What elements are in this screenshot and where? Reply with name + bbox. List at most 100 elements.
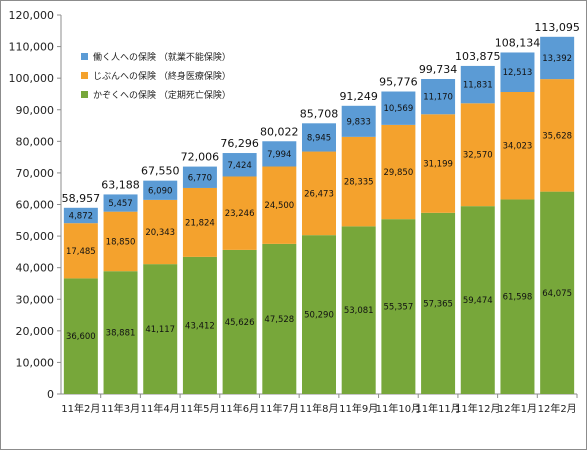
total-value-label: 103,875 <box>455 50 501 63</box>
segment-value-label: 5,457 <box>108 199 132 209</box>
y-tick-label: 40,000 <box>16 262 55 275</box>
bar-segment <box>540 79 575 192</box>
bar-segment <box>421 114 456 213</box>
segment-value-label: 9,833 <box>347 117 371 127</box>
segment-value-label: 8,945 <box>307 133 331 143</box>
segment-value-label: 20,343 <box>145 228 175 238</box>
bar-segment <box>421 79 456 115</box>
bar-segment <box>262 141 297 167</box>
total-value-label: 108,134 <box>495 36 541 49</box>
segment-value-label: 61,598 <box>503 293 533 303</box>
bar-segment <box>182 256 217 394</box>
bar-segment <box>460 206 495 394</box>
total-value-label: 99,734 <box>419 63 458 76</box>
bar-segment <box>63 207 98 224</box>
total-value-label: 72,006 <box>181 151 220 164</box>
bars <box>63 36 575 394</box>
segment-value-label: 17,485 <box>66 247 96 257</box>
segment-value-label: 21,824 <box>185 218 215 228</box>
data-labels: 36,600 17,485 4,872 58,957 38,881 18,850 5,457… <box>62 21 580 342</box>
total-value-label: 91,249 <box>339 90 378 103</box>
y-tick-label: 30,000 <box>16 293 55 306</box>
x-category-label: 12年1月 <box>498 402 537 415</box>
x-category-label: 11年12月 <box>455 402 500 415</box>
bar-segment <box>500 91 535 200</box>
segment-value-label: 47,528 <box>264 315 294 325</box>
segment-value-label: 4,872 <box>69 211 93 221</box>
segment-value-label: 12,513 <box>503 68 533 78</box>
segment-value-label: 7,424 <box>227 161 251 171</box>
bar-segment <box>302 123 336 152</box>
y-tick-label: 70,000 <box>16 167 55 180</box>
bar-segment <box>63 278 98 394</box>
bar-segment <box>302 151 336 236</box>
y-tick-label: 20,000 <box>16 325 55 338</box>
legend-label: 働く人への保険 （就業不能保険） <box>93 51 231 63</box>
bar-segment <box>103 271 138 394</box>
x-category-label: 11年11月 <box>415 402 460 415</box>
bar-segment <box>182 166 217 188</box>
segment-value-label: 29,850 <box>384 168 414 178</box>
x-category-label: 11年7月 <box>260 402 299 415</box>
segment-value-label: 43,412 <box>185 321 215 331</box>
legend-label: じぶんへの保険 （終身医療保険） <box>93 70 231 82</box>
bar-segment <box>341 136 376 227</box>
segment-value-label: 13,392 <box>542 54 572 64</box>
segment-value-label: 6,090 <box>148 186 172 196</box>
y-tick-label: 50,000 <box>16 230 55 243</box>
bar-segment <box>500 52 535 92</box>
y-tick-label: 120,000 <box>9 9 55 22</box>
segment-value-label: 11,831 <box>463 81 493 91</box>
bar-segment <box>460 65 495 104</box>
x-category-label: 11年8月 <box>299 402 338 415</box>
bar-segment <box>222 249 257 394</box>
y-tick-label: 60,000 <box>16 199 55 212</box>
legend-label: かぞくへの保険 （定期死亡保険） <box>93 89 231 101</box>
segment-value-label: 57,365 <box>423 299 453 309</box>
bar-segment <box>143 180 178 200</box>
bar-segment <box>381 124 416 220</box>
segment-value-label: 35,628 <box>542 131 572 141</box>
x-category-label: 11年10月 <box>376 402 421 415</box>
x-category-label: 12年2月 <box>538 402 577 415</box>
segment-value-label: 59,474 <box>463 296 493 306</box>
bar-segment <box>143 199 178 265</box>
segment-value-label: 11,170 <box>423 93 453 103</box>
total-value-label: 85,708 <box>300 107 339 120</box>
segment-value-label: 23,246 <box>225 209 255 219</box>
total-value-label: 113,095 <box>534 21 580 34</box>
total-value-label: 76,296 <box>220 137 259 150</box>
segment-value-label: 55,357 <box>384 303 414 313</box>
bar-segment <box>222 176 257 250</box>
y-tick-label: 0 <box>47 388 54 401</box>
bar-segment <box>381 219 416 394</box>
x-category-label: 11年6月 <box>220 402 259 415</box>
segment-value-label: 36,600 <box>66 332 96 342</box>
segment-value-label: 41,117 <box>145 325 175 335</box>
bar-segment <box>103 194 138 212</box>
y-tick-label: 90,000 <box>16 104 55 117</box>
segment-value-label: 45,626 <box>225 318 255 328</box>
y-tick-label: 80,000 <box>16 135 55 148</box>
bar-segment <box>460 103 495 207</box>
bar-segment <box>421 212 456 394</box>
segment-value-label: 34,023 <box>503 142 533 152</box>
bar-segment <box>182 187 217 257</box>
bar-segment <box>262 166 297 244</box>
legend: 働く人への保険 （就業不能保険） じぶんへの保険 （終身医療保険） かぞくへの保険 … <box>81 51 231 101</box>
legend-swatch <box>81 91 88 98</box>
x-category-label: 11年9月 <box>339 402 378 415</box>
bar-segment <box>103 211 138 272</box>
segment-value-label: 38,881 <box>106 329 136 339</box>
segment-value-label: 26,473 <box>304 189 334 199</box>
segment-value-label: 24,500 <box>264 201 294 211</box>
segment-value-label: 53,081 <box>344 306 374 316</box>
segment-value-label: 10,569 <box>384 104 414 114</box>
y-tick-label: 110,000 <box>9 41 55 54</box>
total-value-label: 58,957 <box>62 192 101 205</box>
segment-value-label: 18,850 <box>106 237 136 247</box>
legend-swatch <box>81 53 88 60</box>
x-category-label: 11年5月 <box>180 402 219 415</box>
bar-segment <box>262 243 297 394</box>
